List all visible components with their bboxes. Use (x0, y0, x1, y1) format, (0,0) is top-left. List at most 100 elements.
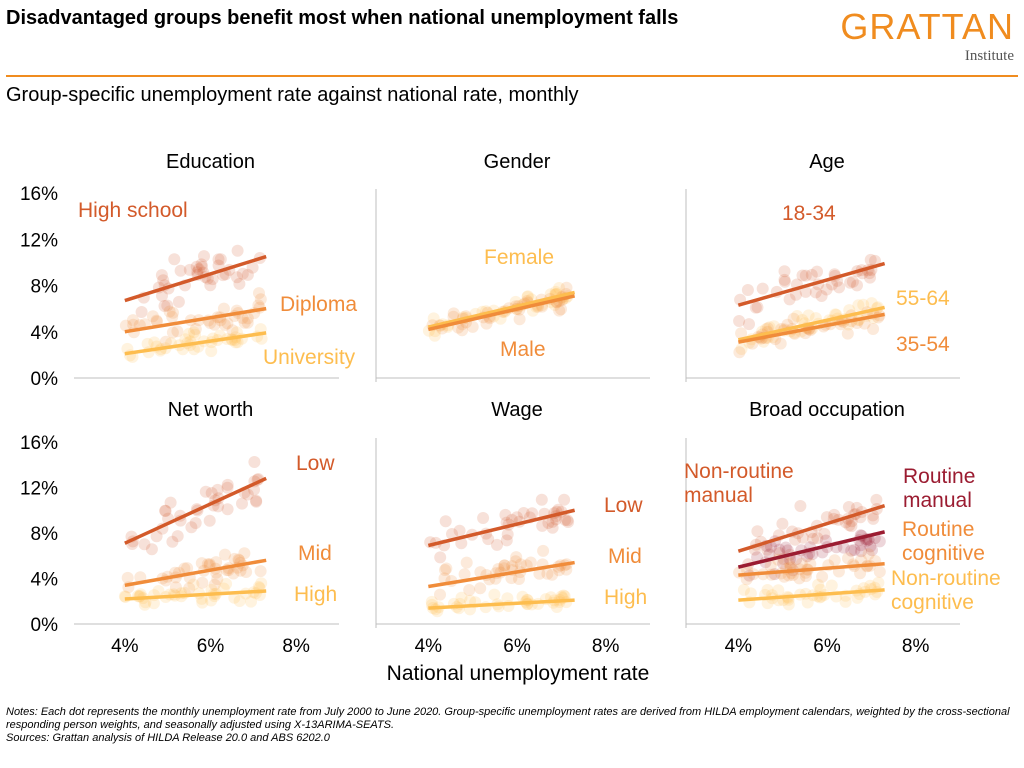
data-point (196, 260, 208, 273)
trend-line-18-34 (737, 261, 886, 307)
data-point (799, 285, 812, 298)
data-point (233, 595, 246, 607)
data-point (191, 266, 204, 279)
y-tick-label: 12% (20, 230, 58, 251)
data-point (155, 269, 168, 282)
data-point (546, 568, 559, 581)
data-point (733, 346, 746, 359)
y-tick-label: 0% (31, 615, 59, 636)
panel-wage: Wage 4% 6% 8% Low Mid High (375, 399, 650, 657)
data-point (799, 570, 812, 583)
data-point (794, 500, 807, 512)
y-tick-label: 16% (20, 184, 58, 205)
data-point (807, 532, 819, 545)
data-point (141, 337, 154, 350)
data-point (498, 559, 511, 572)
data-point (839, 595, 852, 608)
data-point (843, 519, 856, 532)
data-point (795, 557, 808, 570)
x-tick-label: 8% (902, 636, 930, 657)
data-point (796, 531, 809, 544)
data-point (171, 325, 184, 338)
series-label: Routine cognitive (902, 518, 985, 565)
data-point (815, 290, 828, 302)
data-point (447, 307, 460, 320)
data-point (427, 312, 440, 325)
trend-line-female (427, 290, 576, 329)
data-point (208, 590, 221, 603)
data-point (737, 583, 750, 596)
data-point (208, 318, 221, 331)
data-point (166, 535, 179, 548)
panel-title: Wage (491, 399, 543, 421)
data-point (198, 250, 210, 263)
data-point (185, 521, 198, 534)
data-point (245, 595, 257, 608)
data-point (236, 267, 249, 280)
data-point (796, 269, 809, 282)
data-point (183, 582, 196, 595)
data-point (761, 597, 774, 610)
data-point (232, 553, 245, 566)
data-point (127, 314, 139, 327)
data-point (217, 302, 230, 315)
data-point (178, 562, 191, 575)
data-point (774, 337, 787, 350)
data-point (789, 533, 802, 546)
data-point (524, 556, 537, 569)
data-point (214, 253, 227, 266)
data-point (553, 282, 566, 294)
x-tick-label: 6% (813, 636, 841, 657)
data-point (756, 282, 769, 295)
data-point (145, 543, 158, 556)
data-point (772, 584, 785, 597)
data-point (872, 576, 885, 589)
trend-line-non-routine-cognitive (738, 588, 885, 602)
series-label: Low (296, 452, 335, 475)
logo-subtext: Institute (965, 48, 1015, 64)
chart-title: Disadvantaged groups benefit most when n… (6, 7, 679, 29)
data-point (778, 265, 791, 278)
data-point (458, 568, 471, 581)
data-point (782, 598, 795, 611)
data-point (206, 273, 219, 286)
data-point (812, 578, 825, 591)
data-point (542, 517, 555, 529)
data-point (255, 577, 268, 590)
data-point (550, 601, 563, 613)
data-point (460, 556, 473, 569)
data-point (521, 290, 534, 303)
data-point (204, 279, 217, 292)
data-point (744, 587, 757, 600)
trend-line-high-school (124, 254, 267, 303)
series-label: Non-routine cognitive (891, 567, 1001, 614)
data-point (818, 527, 831, 540)
data-point (250, 495, 263, 508)
data-point (826, 278, 838, 291)
data-point (790, 553, 803, 566)
data-point (238, 547, 251, 560)
data-point (221, 317, 234, 330)
data-point (804, 558, 817, 570)
data-point (793, 572, 806, 585)
data-point (218, 318, 231, 331)
data-point (188, 343, 200, 356)
panel-net-worth: Net worth 0% 4% 8% 12% 16% 4% 6% 8% Low Mid High (20, 399, 339, 657)
data-point (855, 554, 868, 567)
series-label: Mid (608, 545, 642, 568)
data-point (791, 310, 804, 322)
data-point (241, 316, 254, 329)
trend-line-university (124, 331, 267, 356)
data-point (226, 324, 239, 337)
data-point (227, 567, 240, 580)
data-point (474, 566, 487, 579)
data-point (500, 534, 513, 547)
data-point (121, 571, 134, 584)
data-point (174, 264, 187, 277)
data-point (557, 589, 570, 602)
data-point (138, 538, 151, 551)
data-point (509, 555, 522, 568)
grattan-logo: GRATTAN Institute (840, 6, 1015, 64)
data-point (844, 276, 857, 289)
series-label: Low (604, 494, 643, 517)
